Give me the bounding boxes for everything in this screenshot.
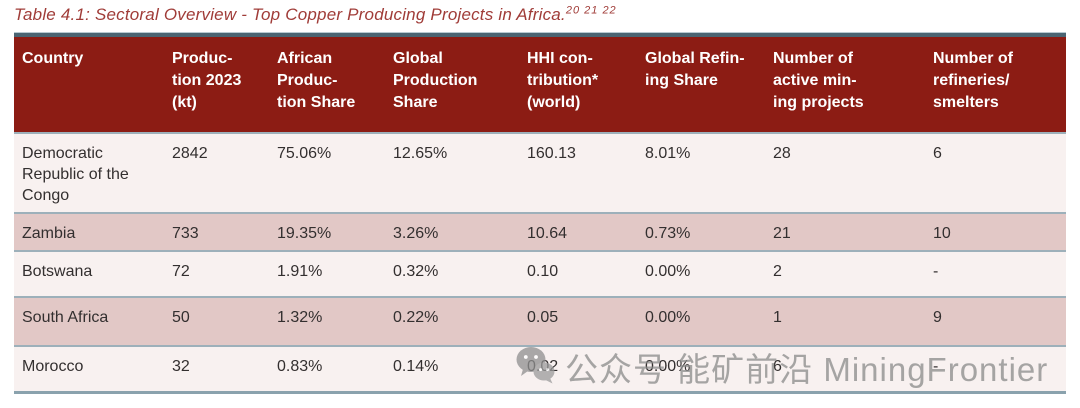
table-row-south-africa: South Africa 50 1.32% 0.22% 0.05 0.00% 1… — [14, 297, 1066, 347]
col-header-global-share: Global Production Share — [385, 35, 519, 134]
cell-african-share: 19.35% — [269, 213, 385, 252]
col-header-refining-share: Global Refin- ing Share — [637, 35, 765, 134]
col-header-active-projects: Number of active min- ing projects — [765, 35, 925, 134]
cell-refining-share: 0.00% — [637, 251, 765, 298]
cell-refining-share: 0.00% — [637, 297, 765, 347]
col-header-production-2023: Produc- tion 2023 (kt) — [164, 35, 269, 134]
cell-active-projects: 21 — [765, 213, 925, 252]
cell-active-projects: 2 — [765, 251, 925, 298]
col-header-african-share: African Produc- tion Share — [269, 35, 385, 134]
cell-global-share: 0.32% — [385, 251, 519, 298]
cell-production: 50 — [164, 297, 269, 347]
cell-active-projects: 6 — [765, 346, 925, 392]
cell-country: South Africa — [14, 297, 164, 347]
table-row-botswana: Botswana 72 1.91% 0.32% 0.10 0.00% 2 - — [14, 251, 1066, 298]
cell-production: 733 — [164, 213, 269, 252]
cell-country: Zambia — [14, 213, 164, 252]
cell-global-share: 0.14% — [385, 346, 519, 392]
cell-refineries: 10 — [925, 213, 1066, 252]
col-header-refineries-smelters: Number of refineries/ smelters — [925, 35, 1066, 134]
cell-hhi: 0.05 — [519, 297, 637, 347]
table-caption-text: Table 4.1: Sectoral Overview - Top Coppe… — [14, 5, 566, 24]
cell-refineries: - — [925, 251, 1066, 298]
cell-hhi: 160.13 — [519, 133, 637, 214]
cell-country: Botswana — [14, 251, 164, 298]
cell-global-share: 0.22% — [385, 297, 519, 347]
cell-african-share: 1.91% — [269, 251, 385, 298]
cell-african-share: 0.83% — [269, 346, 385, 392]
cell-refining-share: 8.01% — [637, 133, 765, 214]
cell-refining-share: 0.73% — [637, 213, 765, 252]
cell-hhi: 10.64 — [519, 213, 637, 252]
table-row-drc: Democratic Republic of the Congo 2842 75… — [14, 133, 1066, 214]
cell-african-share: 75.06% — [269, 133, 385, 214]
sectoral-overview-table: Country Produc- tion 2023 (kt) African P… — [14, 33, 1066, 394]
cell-production: 2842 — [164, 133, 269, 214]
cell-active-projects: 28 — [765, 133, 925, 214]
cell-refineries: 9 — [925, 297, 1066, 347]
footnote-markers: 20 21 22 — [565, 4, 617, 17]
cell-refining-share: 0.00% — [637, 346, 765, 392]
cell-country: Democratic Republic of the Congo — [14, 133, 164, 214]
table-header-row: Country Produc- tion 2023 (kt) African P… — [14, 35, 1066, 134]
cell-hhi: 0.02 — [519, 346, 637, 392]
cell-production: 32 — [164, 346, 269, 392]
cell-refineries: - — [925, 346, 1066, 392]
table-row-zambia: Zambia 733 19.35% 3.26% 10.64 0.73% 21 1… — [14, 213, 1066, 252]
cell-active-projects: 1 — [765, 297, 925, 347]
table-row-morocco: Morocco 32 0.83% 0.14% 0.02 0.00% 6 - — [14, 346, 1066, 392]
cell-global-share: 12.65% — [385, 133, 519, 214]
cell-refineries: 6 — [925, 133, 1066, 214]
table-caption: Table 4.1: Sectoral Overview - Top Coppe… — [14, 5, 617, 25]
cell-hhi: 0.10 — [519, 251, 637, 298]
cell-african-share: 1.32% — [269, 297, 385, 347]
col-header-hhi-contribution: HHI con- tribution* (world) — [519, 35, 637, 134]
sectoral-overview-table-wrap: Country Produc- tion 2023 (kt) African P… — [14, 32, 1066, 394]
cell-production: 72 — [164, 251, 269, 298]
cell-global-share: 3.26% — [385, 213, 519, 252]
col-header-country: Country — [14, 35, 164, 134]
cell-country: Morocco — [14, 346, 164, 392]
